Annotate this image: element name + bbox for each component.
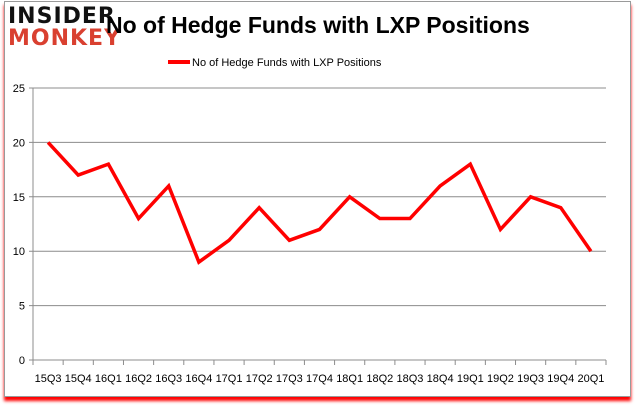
- x-tick-label: 19Q2: [487, 373, 514, 385]
- x-tick-label: 17Q3: [276, 373, 303, 385]
- insider-monkey-logo: INSIDER MONKEY: [8, 6, 121, 50]
- series-line: [46, 141, 593, 265]
- x-tick-label: 19Q4: [547, 373, 574, 385]
- x-tick-label: 20Q1: [577, 373, 604, 385]
- x-tick-label: 15Q3: [35, 373, 62, 385]
- x-tick-label: 16Q3: [155, 373, 182, 385]
- x-tick-label: 15Q4: [65, 373, 92, 385]
- logo-line-2: MONKEY: [8, 26, 122, 51]
- y-tick-label: 0: [19, 355, 25, 367]
- x-tick-label: 18Q3: [397, 373, 424, 385]
- x-tick-label: 18Q4: [427, 373, 454, 385]
- logo-line-1: INSIDER: [8, 4, 116, 29]
- x-tick-label: 18Q1: [336, 373, 363, 385]
- y-tick-label: 15: [13, 192, 25, 204]
- y-tick-label: 5: [19, 301, 25, 313]
- x-tick-label: 17Q1: [216, 373, 243, 385]
- legend-label: No of Hedge Funds with LXP Positions: [192, 57, 382, 69]
- x-tick-label: 17Q4: [306, 373, 333, 385]
- chart-title: No of Hedge Funds with LXP Positions: [106, 12, 530, 38]
- x-tick-label: 18Q2: [366, 373, 393, 385]
- x-tick-label: 16Q4: [185, 373, 212, 385]
- x-tick-label: 19Q3: [517, 373, 544, 385]
- y-tick-label: 25: [13, 83, 25, 95]
- y-tick-label: 10: [13, 246, 25, 258]
- y-tick-label: 20: [13, 137, 25, 149]
- x-tick-label: 16Q1: [95, 373, 122, 385]
- x-tick-label: 17Q2: [246, 373, 273, 385]
- x-tick-label: 19Q1: [457, 373, 484, 385]
- x-tick-label: 16Q2: [125, 373, 152, 385]
